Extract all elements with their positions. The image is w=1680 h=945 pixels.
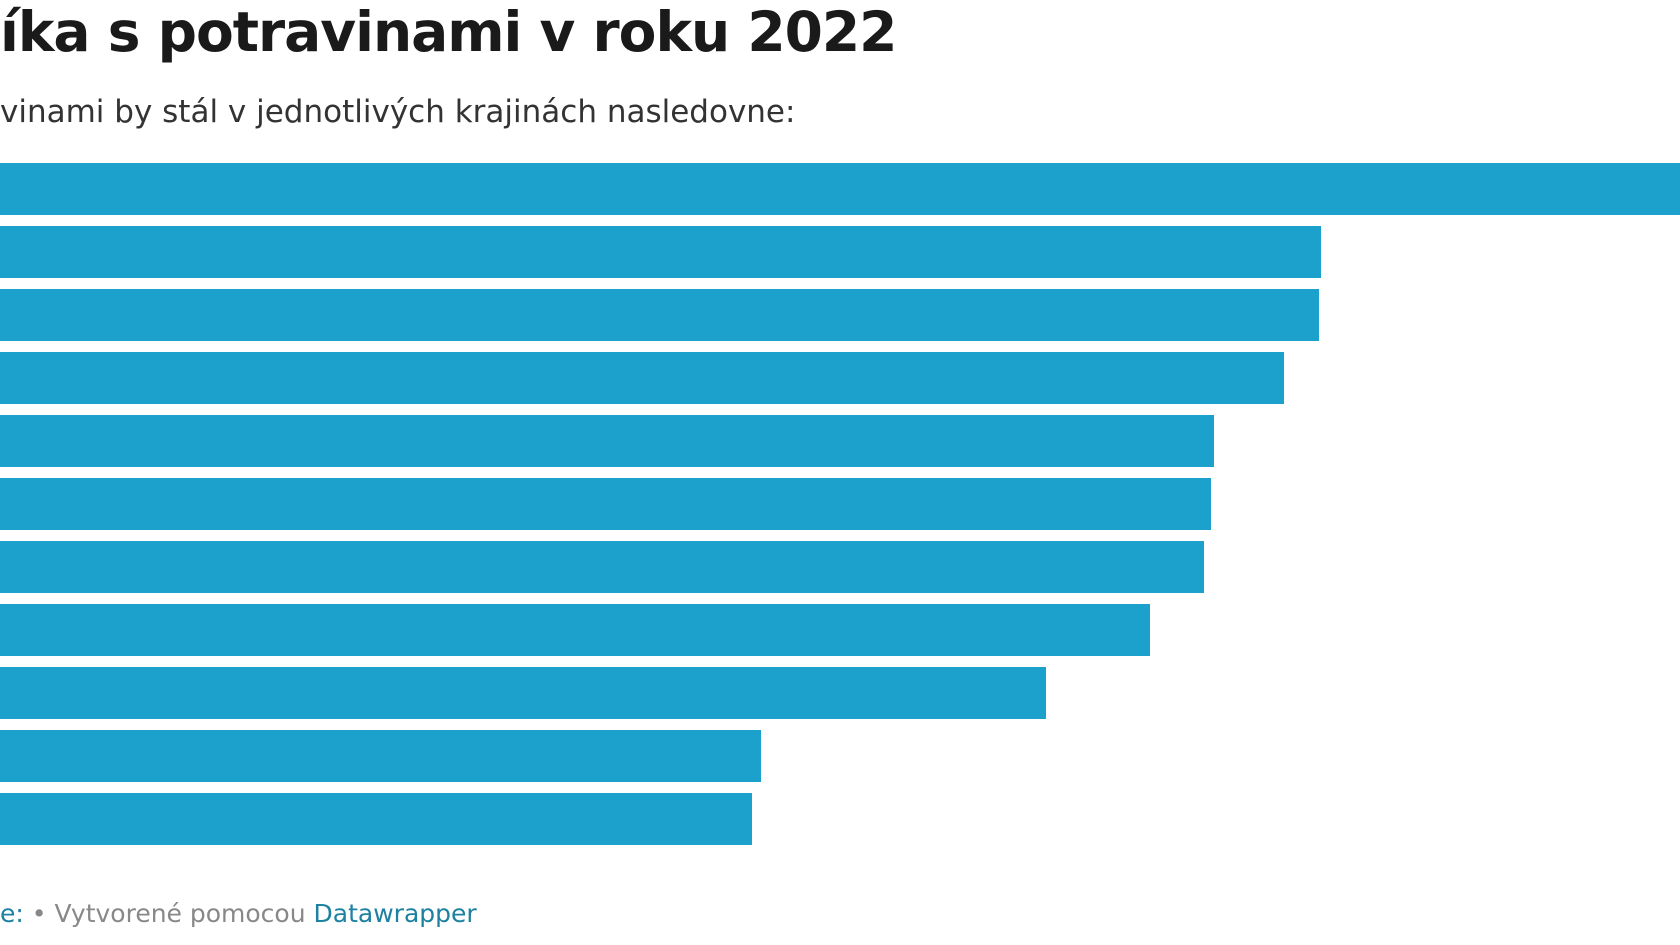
- source-label: e:: [0, 899, 24, 928]
- datawrapper-link[interactable]: Datawrapper: [313, 899, 477, 928]
- chart-title: íka s potravinami v roku 2022: [0, 0, 897, 64]
- bar-7: [0, 541, 1204, 593]
- bar-3: [0, 289, 1319, 341]
- footer-separator: •: [31, 899, 47, 928]
- chart-subtitle: vinami by stál v jednotlivých krajinách …: [0, 94, 796, 130]
- bar-2: [0, 226, 1321, 278]
- bar-6: [0, 478, 1211, 530]
- bar-9: [0, 667, 1046, 719]
- bar-4: [0, 352, 1284, 404]
- bar-1: [0, 163, 1680, 215]
- bar-11: [0, 793, 752, 845]
- chart-footer: e: • Vytvorené pomocou Datawrapper: [0, 897, 477, 931]
- bar-10: [0, 730, 761, 782]
- bar-5: [0, 415, 1214, 467]
- made-with-text: Vytvorené pomocou: [54, 899, 306, 928]
- bar-8: [0, 604, 1150, 656]
